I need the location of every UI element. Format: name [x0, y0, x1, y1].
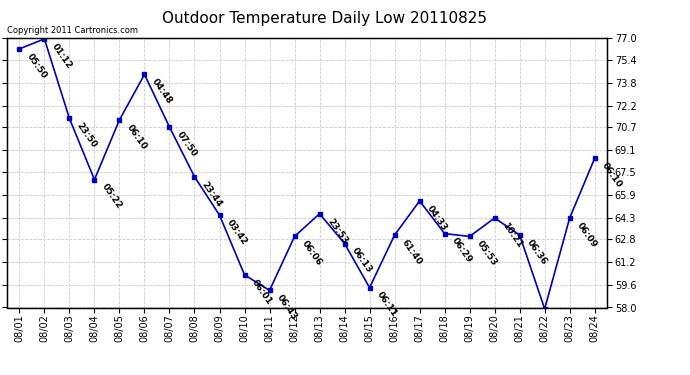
Text: 03:42: 03:42: [225, 218, 249, 246]
Text: 04:48: 04:48: [150, 77, 174, 106]
Text: 05:50: 05:50: [25, 52, 48, 80]
Text: 04:33: 04:33: [425, 204, 449, 232]
Text: 05:22: 05:22: [100, 182, 124, 211]
Text: 07:50: 07:50: [175, 130, 199, 158]
Text: 23:53: 23:53: [325, 216, 349, 245]
Text: 23:50: 23:50: [75, 121, 99, 150]
Text: 61:40: 61:40: [400, 238, 424, 266]
Text: 06:10: 06:10: [125, 123, 148, 151]
Text: 06:13: 06:13: [350, 246, 374, 275]
Text: 06:11: 06:11: [375, 290, 399, 319]
Text: 06:36: 06:36: [525, 238, 549, 266]
Text: 06:06: 06:06: [300, 239, 324, 268]
Text: 06:40: 06:40: [0, 374, 1, 375]
Text: 06:09: 06:09: [575, 221, 599, 249]
Text: 23:44: 23:44: [200, 180, 224, 209]
Text: Outdoor Temperature Daily Low 20110825: Outdoor Temperature Daily Low 20110825: [161, 11, 487, 26]
Text: 05:53: 05:53: [475, 239, 499, 268]
Text: 06:43: 06:43: [275, 293, 299, 322]
Text: Copyright 2011 Cartronics.com: Copyright 2011 Cartronics.com: [7, 26, 138, 35]
Text: 06:01: 06:01: [250, 278, 274, 306]
Text: 06:10: 06:10: [600, 161, 624, 189]
Text: 06:29: 06:29: [450, 236, 474, 265]
Text: 10:21: 10:21: [500, 221, 524, 249]
Text: 01:12: 01:12: [50, 42, 74, 70]
